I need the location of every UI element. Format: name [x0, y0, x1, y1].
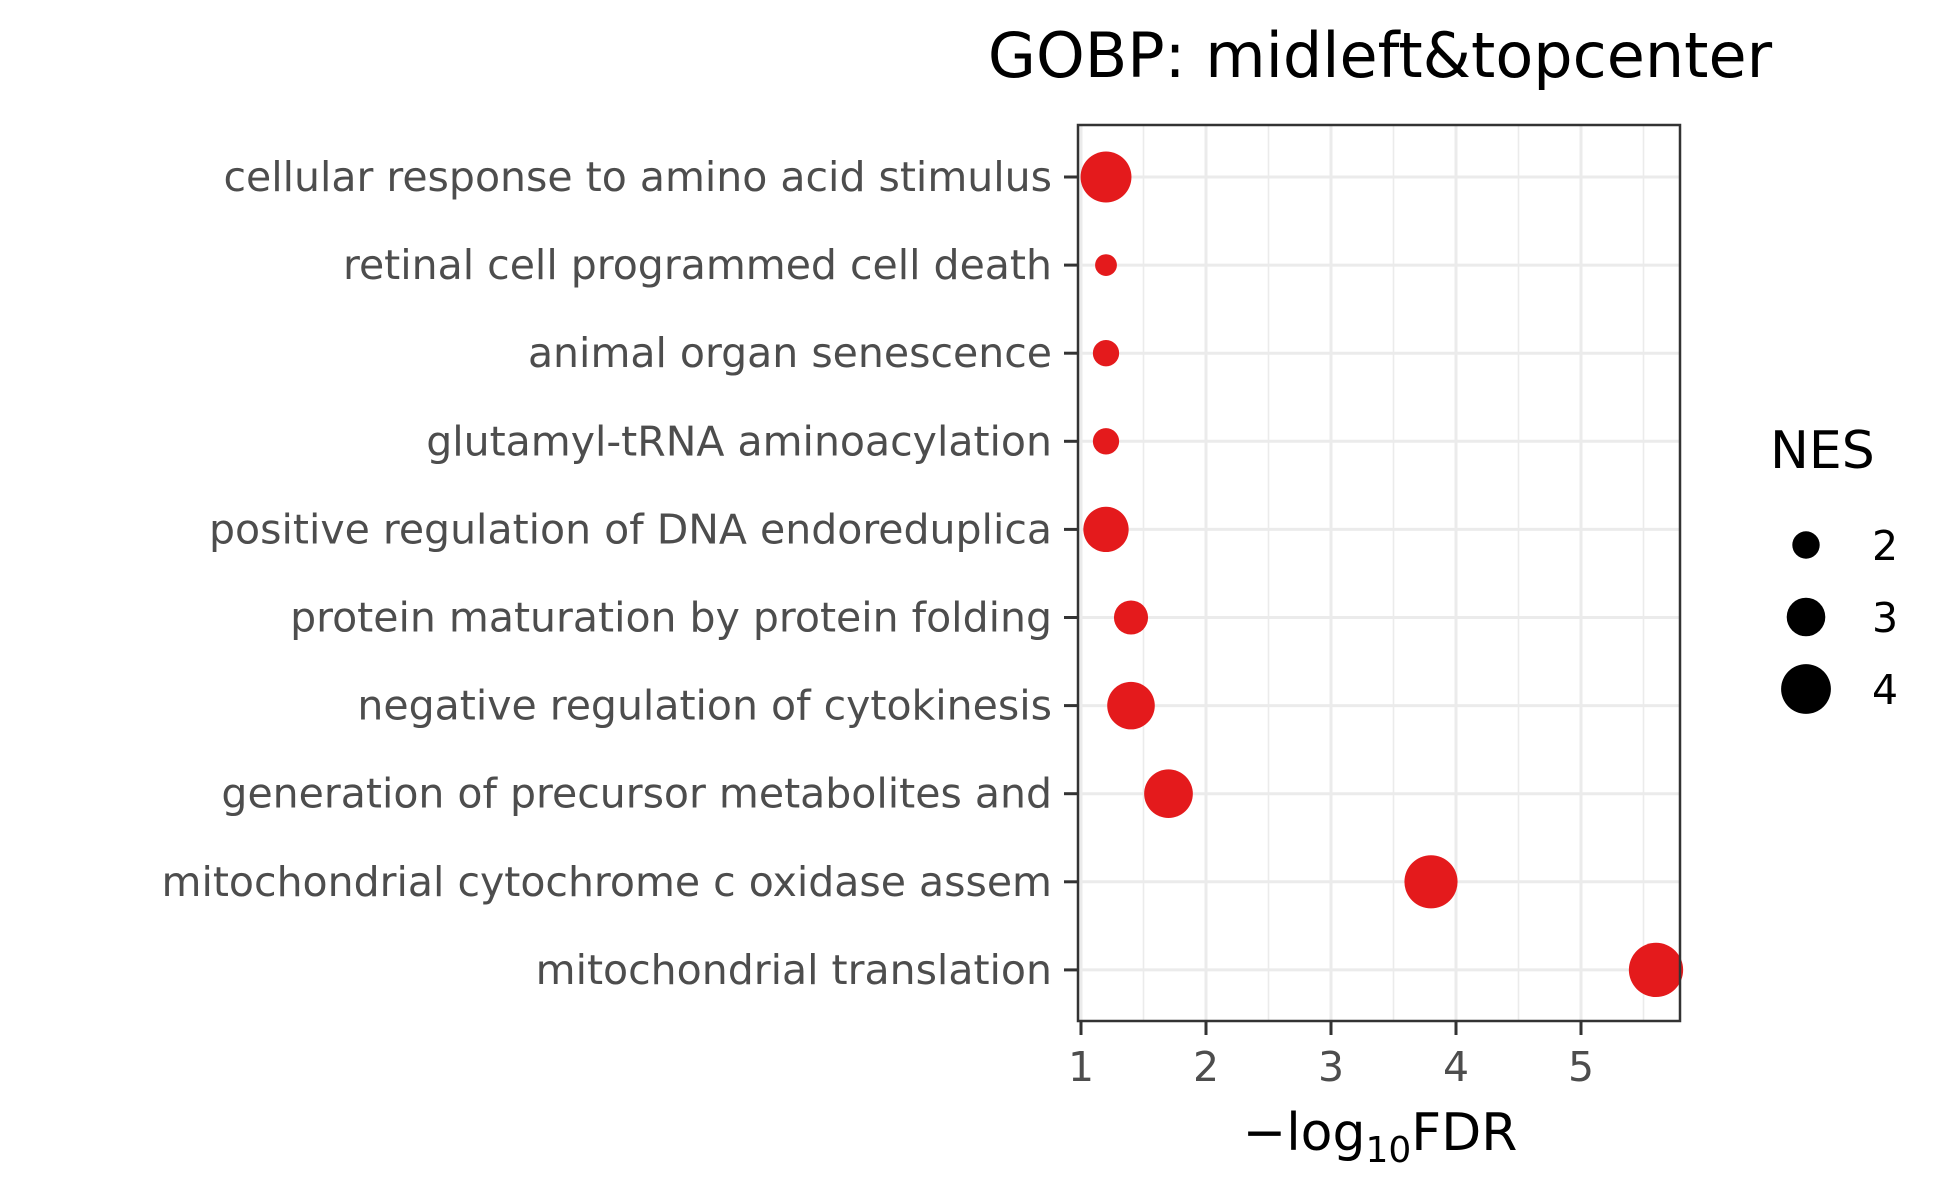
legend-key	[1792, 531, 1820, 559]
x-tick-label: 5	[1568, 1043, 1594, 1091]
data-point	[1083, 506, 1129, 553]
x-axis-label-subscript: 10	[1365, 1130, 1411, 1171]
legend-key	[1786, 597, 1826, 637]
y-tick-label: generation of precursor metabolites and	[221, 770, 1052, 818]
legend-label: 3	[1872, 594, 1898, 642]
plot-border	[1076, 123, 1682, 1023]
plot-background	[1078, 125, 1680, 1021]
plot-panel	[1076, 123, 1684, 1023]
data-point	[1628, 942, 1684, 998]
legend-label: 2	[1872, 522, 1898, 570]
legend-key	[1781, 664, 1831, 714]
x-axis-label-suffix: FDR	[1411, 1103, 1517, 1163]
data-point	[1092, 428, 1120, 455]
y-tick-label: protein maturation by protein folding	[290, 594, 1052, 642]
y-tick-label: mitochondrial cytochrome c oxidase assem	[162, 858, 1052, 906]
chart-title: GOBP: midleft&topcenter	[988, 19, 1773, 92]
y-tick-label: cellular response to amino acid stimulus	[223, 153, 1052, 201]
x-axis-label: −log10FDR	[1243, 1103, 1518, 1171]
data-point	[1144, 769, 1193, 819]
x-axis: 1 2 3 4 5	[1068, 1021, 1594, 1091]
x-tick-label: 3	[1318, 1043, 1344, 1091]
y-tick-label: positive regulation of DNA endoreduplica	[209, 505, 1052, 553]
data-point	[1095, 254, 1117, 276]
legend-label: 4	[1872, 666, 1898, 714]
y-tick-label: mitochondrial translation	[536, 946, 1052, 994]
data-point	[1404, 855, 1458, 909]
data-point	[1080, 151, 1132, 203]
x-tick-label: 4	[1443, 1043, 1469, 1091]
legend-title: NES	[1770, 421, 1875, 481]
y-axis: cellular response to amino acid stimulus…	[162, 153, 1078, 994]
x-axis-label-prefix: −log	[1243, 1103, 1366, 1163]
data-point	[1107, 681, 1155, 730]
y-tick-label: glutamyl-tRNA aminoacylation	[426, 417, 1052, 465]
y-tick-label: animal organ senescence	[528, 329, 1052, 377]
data-point	[1113, 600, 1149, 635]
x-tick-label: 1	[1068, 1043, 1094, 1091]
data-point	[1092, 340, 1120, 367]
y-tick-label: negative regulation of cytokinesis	[357, 682, 1052, 730]
x-tick-label: 2	[1193, 1043, 1219, 1091]
legend: NES 2 3 4	[1770, 421, 1898, 714]
y-tick-label: retinal cell programmed cell death	[343, 241, 1052, 289]
